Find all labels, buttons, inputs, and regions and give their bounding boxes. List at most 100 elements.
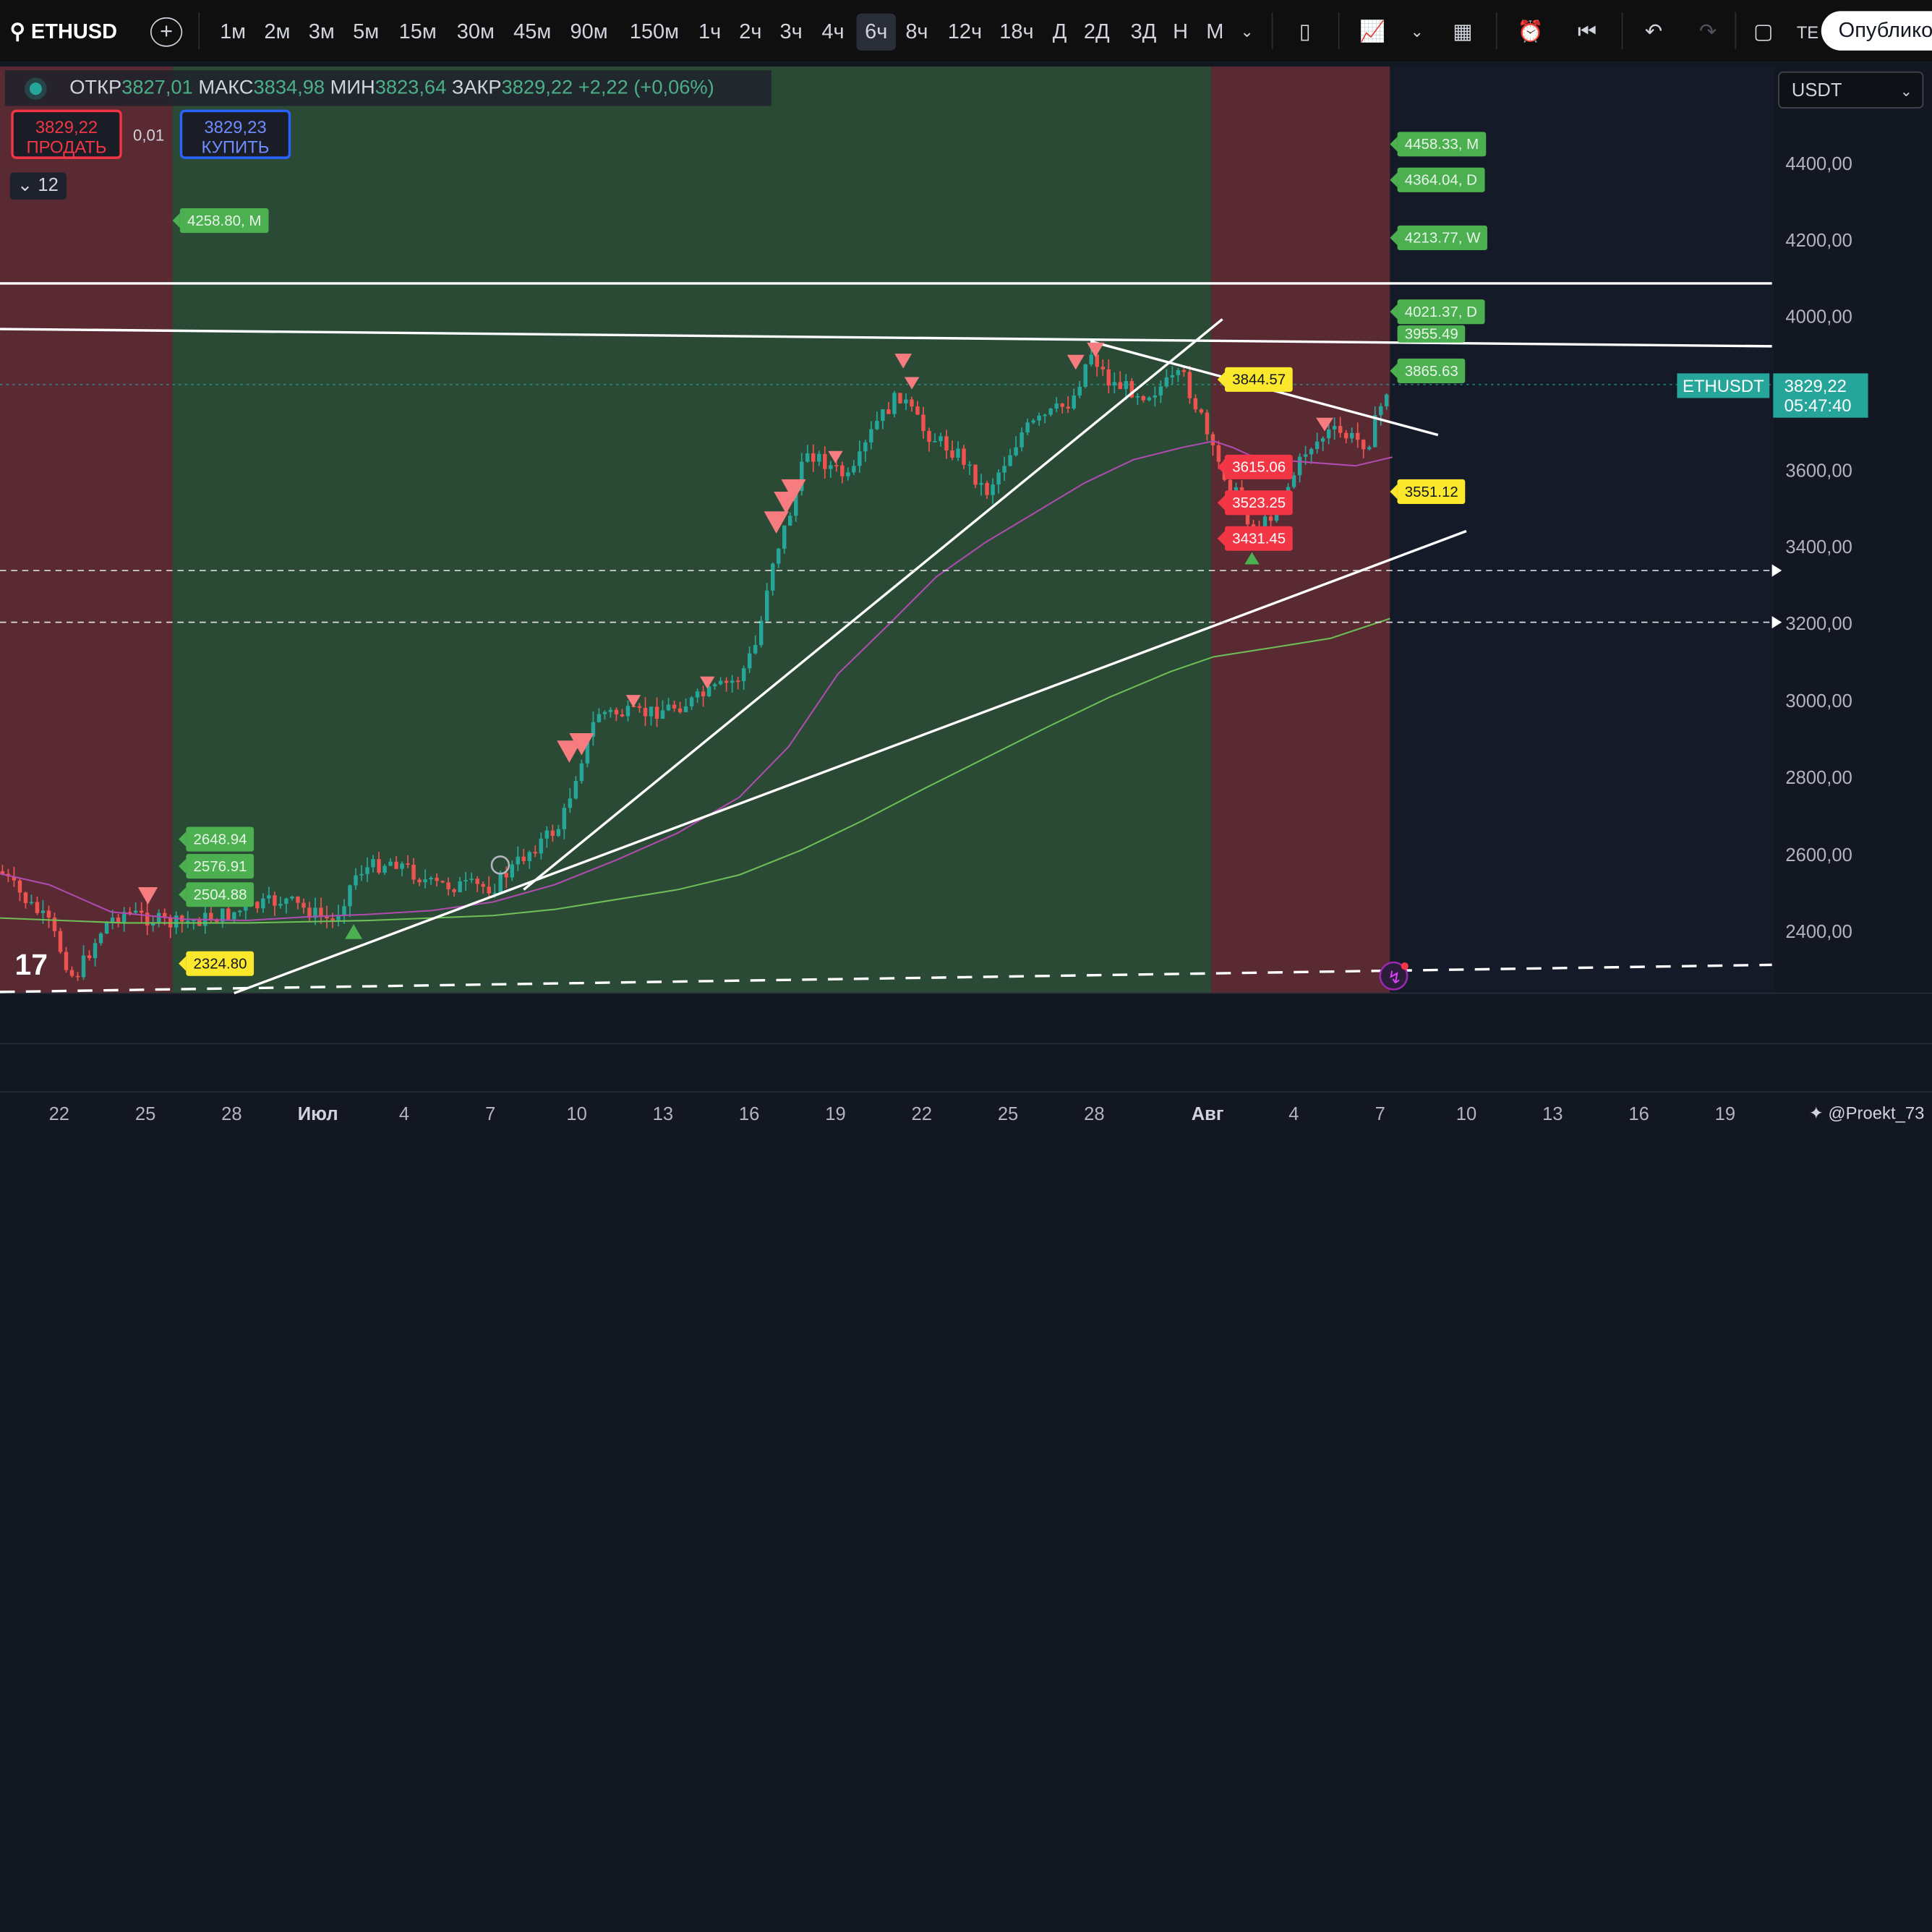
candle-body: [435, 878, 439, 881]
candle-body: [521, 856, 526, 861]
redo-icon[interactable]: ↷: [1698, 20, 1717, 43]
candle-body: [156, 912, 161, 923]
symbol-search[interactable]: ⚲ ETHUSD: [10, 14, 117, 51]
timeframe-8[interactable]: 150м: [629, 20, 680, 43]
candle-body: [1187, 372, 1192, 398]
candle-body: [0, 871, 5, 874]
candle-body: [956, 448, 960, 458]
candle-body: [620, 714, 625, 717]
candle-body: [446, 882, 450, 889]
candle-body: [1112, 382, 1117, 386]
candle-body: [209, 912, 213, 920]
candle-body: [1193, 398, 1198, 410]
time-axis-label: 28: [1084, 1103, 1105, 1125]
alert-clock-icon[interactable]: ⏰: [1517, 20, 1544, 43]
timeframe-11[interactable]: 3ч: [779, 20, 803, 43]
candle-body: [1268, 516, 1273, 521]
publish-button[interactable]: Опублико: [1821, 11, 1932, 51]
timeframe-15[interactable]: 12ч: [947, 20, 983, 43]
candle-body: [1176, 369, 1181, 375]
candle-body: [510, 864, 514, 878]
market-status-icon: [29, 82, 42, 95]
candle-body: [678, 708, 683, 712]
candle-body: [17, 880, 22, 893]
timeframe-5[interactable]: 30м: [456, 20, 495, 43]
candle-body: [863, 442, 868, 452]
candle-body: [1158, 386, 1163, 396]
candle-body: [597, 714, 602, 722]
level-label-right: 3615.06: [1217, 454, 1294, 479]
candle-body: [463, 880, 468, 881]
candle-body: [127, 912, 132, 914]
price-axis-label: 2800,00: [1785, 767, 1852, 789]
time-axis-label: 4: [398, 1103, 410, 1125]
timeframe-16[interactable]: 18ч: [999, 20, 1034, 43]
time-axis-label: 10: [566, 1103, 587, 1125]
time-axis-label: 4: [1288, 1103, 1299, 1125]
timeframe-18[interactable]: 2Д: [1083, 20, 1110, 43]
buy-price: 3829,23: [204, 116, 267, 137]
price-axis-label: 3400,00: [1785, 537, 1852, 559]
candle-body: [1066, 406, 1070, 409]
timeframe-2[interactable]: 3м: [308, 20, 335, 43]
time-axis-label: 25: [997, 1103, 1019, 1125]
layout-grid-icon[interactable]: ▦: [1453, 20, 1473, 43]
timeframe-chevron-down-icon[interactable]: ⌄: [1240, 22, 1254, 41]
timeframe-17[interactable]: Д: [1052, 20, 1067, 43]
timeframe-4[interactable]: 15м: [398, 20, 437, 43]
fullscreen-icon[interactable]: ▢: [1753, 20, 1774, 43]
indicators-toggle[interactable]: ⌄ 12: [9, 172, 67, 200]
timeframe-0[interactable]: 1м: [220, 20, 247, 43]
replay-icon[interactable]: ⏮: [1577, 20, 1597, 43]
high-value: 3834,98: [253, 77, 325, 99]
indicators-icon[interactable]: 📈: [1359, 20, 1386, 43]
timeframe-7[interactable]: 90м: [570, 20, 608, 43]
candle-body: [1060, 403, 1064, 407]
price-chart[interactable]: ↯: [0, 61, 1932, 1134]
timeframe-14[interactable]: 8ч: [905, 20, 928, 43]
svg-text:↯: ↯: [1388, 967, 1402, 988]
time-axis-label: 25: [134, 1103, 156, 1125]
candle-body: [533, 852, 538, 854]
candle-body: [267, 895, 271, 899]
sell-button[interactable]: 3829,22 ПРОДАТЬ: [11, 109, 122, 159]
candle-body: [504, 873, 508, 878]
red-zone-left: [0, 67, 173, 993]
timeframe-3[interactable]: 5м: [353, 20, 380, 43]
candle-body: [539, 838, 544, 854]
candle-body: [1303, 454, 1308, 457]
candle-body: [174, 915, 179, 928]
candle-body: [1118, 382, 1123, 390]
timeframe-6[interactable]: 45м: [513, 20, 552, 43]
level-label-left: 4258.80, M: [172, 208, 269, 234]
timeframe-19[interactable]: 3Д: [1130, 20, 1157, 43]
candle-body: [458, 881, 462, 892]
candle-body: [359, 873, 364, 876]
candle-body: [1216, 445, 1221, 462]
buy-button[interactable]: 3829,23 КУПИТЬ: [179, 109, 291, 159]
high-label: МАКС: [198, 77, 254, 99]
candle-body: [753, 645, 758, 654]
candle-body: [1147, 397, 1152, 401]
timeframe-20[interactable]: Н: [1173, 20, 1189, 43]
candle-body: [602, 711, 607, 714]
timeframe-21[interactable]: М: [1206, 20, 1224, 43]
timeframe-1[interactable]: 2м: [264, 20, 291, 43]
author-watermark: ✦ @Proekt_73: [1809, 1103, 1925, 1124]
time-axis-label: 16: [738, 1103, 760, 1125]
candle-body: [1072, 396, 1076, 409]
timeframe-10[interactable]: 2ч: [739, 20, 762, 43]
price-axis-label: 4000,00: [1785, 307, 1852, 328]
indicators-chevron-down-icon[interactable]: ⌄: [1410, 22, 1424, 41]
timeframe-13[interactable]: 6ч: [856, 13, 896, 51]
candle-body: [568, 798, 573, 808]
candle-body: [643, 708, 648, 717]
candle-type-icon[interactable]: ▯: [1299, 20, 1311, 43]
add-symbol-icon[interactable]: +: [150, 17, 183, 47]
candle-body: [701, 691, 706, 697]
currency-selector[interactable]: USDT ⌄: [1778, 71, 1924, 108]
timeframe-12[interactable]: 4ч: [821, 20, 845, 43]
timeframe-9[interactable]: 1ч: [698, 20, 722, 43]
search-icon: ⚲: [9, 20, 25, 43]
undo-icon[interactable]: ↶: [1644, 20, 1663, 43]
